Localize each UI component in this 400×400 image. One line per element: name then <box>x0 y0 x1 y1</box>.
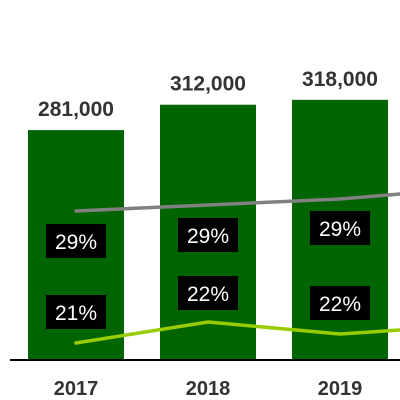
x-tick-label: 2019 <box>318 378 363 400</box>
line-series-1 <box>74 192 400 213</box>
x-tick-label: 2017 <box>54 378 99 400</box>
pct-label: 29% <box>55 231 97 254</box>
x-tick-label: 2018 <box>186 378 231 400</box>
pct-label-box <box>46 295 106 329</box>
pct-label-box <box>310 286 370 320</box>
pct-label-box <box>178 218 238 252</box>
pct-label: 22% <box>319 293 361 316</box>
pct-label: 22% <box>187 283 229 306</box>
pct-label-box <box>46 224 106 258</box>
bar-value-label: 318,000 <box>302 68 378 91</box>
pct-label-box <box>178 276 238 310</box>
bar-value-label: 312,000 <box>170 73 246 96</box>
pct-label: 21% <box>55 302 97 325</box>
bar-value-label: 281,000 <box>38 98 114 121</box>
pct-label: 29% <box>319 218 361 241</box>
pct-label: 29% <box>187 225 229 248</box>
pct-label-box <box>310 211 370 245</box>
line-series-2 <box>74 320 400 345</box>
